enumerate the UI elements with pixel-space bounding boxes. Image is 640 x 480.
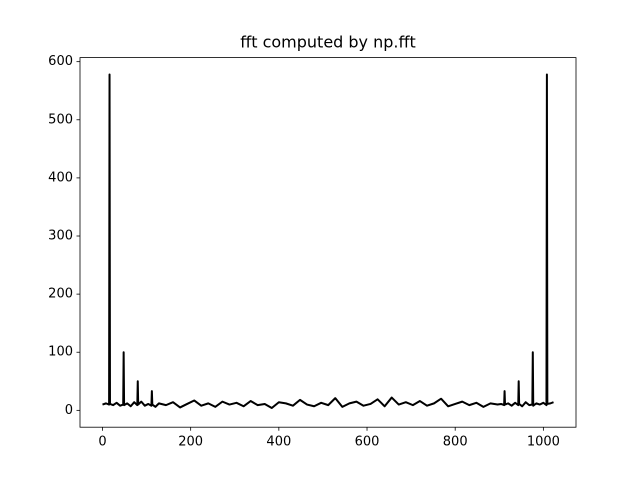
x-tick-label: 400 [266, 435, 291, 450]
series-line [102, 73, 554, 410]
y-tick-label: 100 [48, 345, 73, 360]
y-tick-label: 500 [48, 112, 73, 127]
x-tick-label: 1000 [527, 435, 560, 450]
y-tick-label: 300 [48, 229, 73, 244]
y-tick-label: 0 [65, 403, 73, 418]
x-tick-label: 0 [98, 435, 106, 450]
x-tick-label: 800 [443, 435, 468, 450]
x-tick-label: 600 [355, 435, 380, 450]
chart-title: fft computed by np.fft [240, 33, 416, 52]
axes-frame [79, 57, 577, 428]
x-tick-label: 200 [178, 435, 203, 450]
y-tick-label: 200 [48, 287, 73, 302]
y-tick-label: 400 [48, 170, 73, 185]
y-tick-label: 600 [48, 54, 73, 69]
